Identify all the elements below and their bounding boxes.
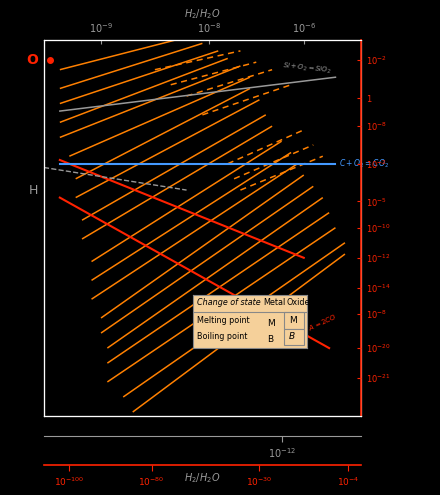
Text: Metal: Metal [264, 297, 286, 306]
Text: B: B [267, 335, 273, 344]
Text: H: H [28, 184, 38, 197]
X-axis label: $H_2/H_2O$: $H_2/H_2O$ [184, 471, 220, 485]
Text: O: O [26, 53, 38, 67]
Text: Oxide: Oxide [286, 297, 310, 306]
Text: Change of state: Change of state [198, 297, 261, 306]
Text: $Si + O_2 = SiO_2$: $Si + O_2 = SiO_2$ [282, 61, 331, 76]
Text: $C + O_2=CO_2$: $C + O_2=CO_2$ [339, 157, 389, 170]
Text: B: B [289, 332, 295, 341]
Text: M: M [289, 316, 297, 326]
FancyBboxPatch shape [284, 329, 304, 346]
FancyBboxPatch shape [284, 312, 304, 329]
Text: Melting point: Melting point [198, 316, 250, 326]
Text: $2C + A = 2CO$: $2C + A = 2CO$ [291, 311, 338, 340]
Text: Boiling point: Boiling point [198, 332, 248, 341]
X-axis label: $H_2/H_2O$: $H_2/H_2O$ [184, 7, 220, 21]
Text: M: M [267, 319, 275, 328]
